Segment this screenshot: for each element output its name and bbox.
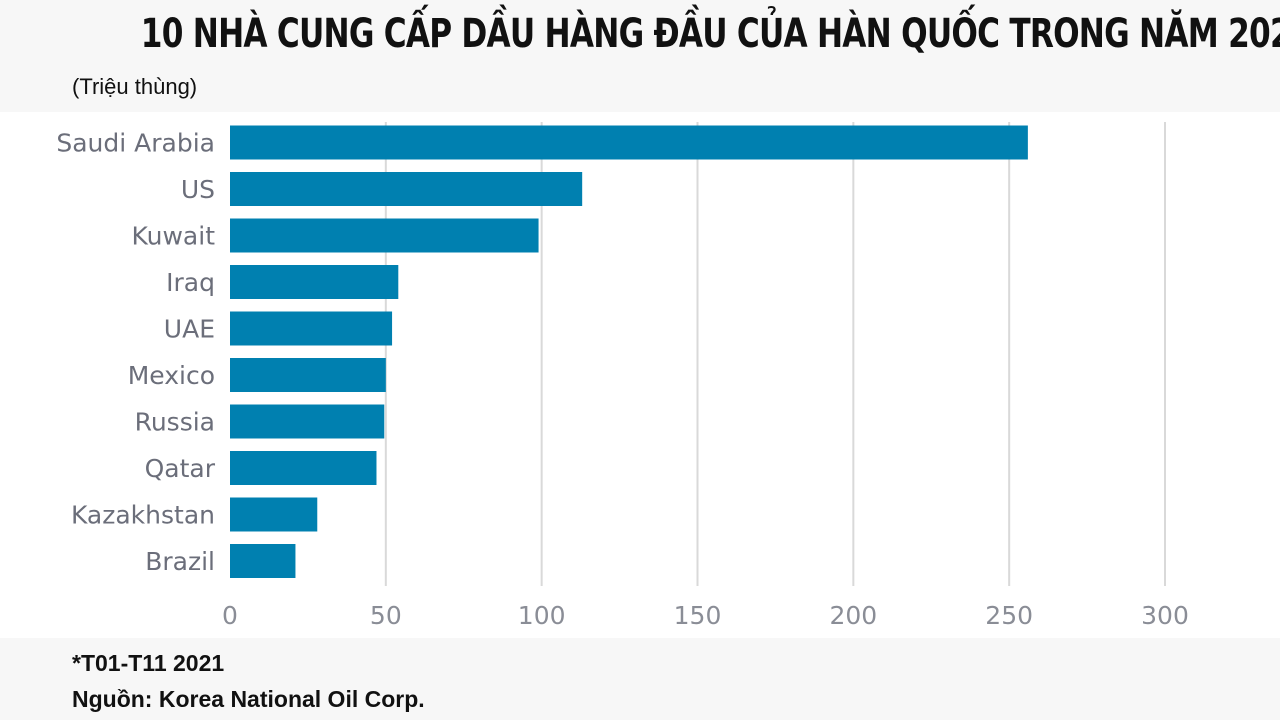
footnote-source: Nguồn: Korea National Oil Corp. [72, 686, 425, 712]
category-label: Saudi Arabia [56, 129, 215, 158]
x-tick-labels: 0 50 100 150 200 250 300 [222, 601, 1189, 630]
bar-mexico [230, 358, 386, 392]
x-tick-label: 100 [518, 601, 566, 630]
x-tick-label: 200 [829, 601, 877, 630]
category-labels: Saudi Arabia US Kuwait Iraq UAE Mexico Russia Q… [56, 129, 215, 577]
unit-label: (Triệu thùng) [72, 74, 198, 99]
chart-title: 10 NHÀ CUNG CẤP DẦU HÀNG ĐẦU CỦA HÀN QUỐ… [140, 11, 1280, 57]
bar-qatar [230, 451, 377, 485]
category-label: Russia [135, 408, 215, 437]
x-tick-label: 250 [985, 601, 1033, 630]
x-tick-label: 50 [370, 601, 402, 630]
bars [230, 125, 1028, 578]
chart-panel: Saudi Arabia US Kuwait Iraq UAE Mexico Russia Q… [0, 112, 1280, 638]
bar-kazakhstan [230, 497, 318, 532]
category-label: Brazil [145, 547, 215, 576]
bar-saudi-arabia [230, 125, 1028, 160]
category-label: Iraq [166, 268, 215, 297]
bar-us [230, 172, 583, 206]
bar-russia [230, 404, 385, 439]
x-tick-label: 0 [222, 601, 238, 630]
bar-chart: Saudi Arabia US Kuwait Iraq UAE Mexico Russia Q… [56, 122, 1189, 630]
bar-uae [230, 311, 393, 346]
category-label: Kazakhstan [71, 501, 215, 530]
bar-iraq [230, 265, 399, 299]
x-tick-label: 300 [1141, 601, 1189, 630]
category-label: Mexico [128, 361, 215, 390]
footnote-period: *T01-T11 2021 [72, 650, 225, 676]
category-label: Qatar [145, 454, 216, 483]
bar-kuwait [230, 218, 539, 253]
category-label: Kuwait [131, 222, 215, 251]
category-label: US [181, 175, 215, 204]
x-tick-label: 150 [674, 601, 722, 630]
bar-brazil [230, 544, 296, 578]
category-label: UAE [164, 315, 215, 344]
